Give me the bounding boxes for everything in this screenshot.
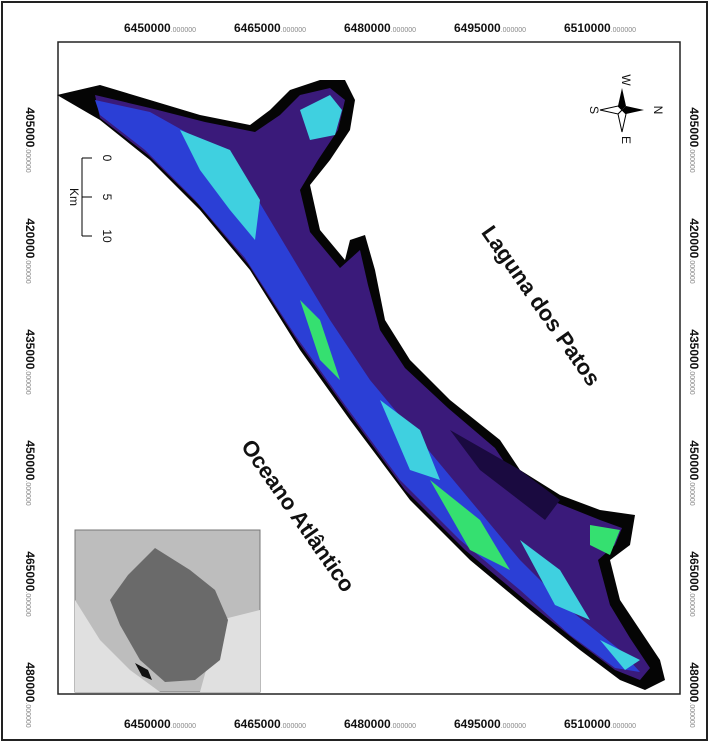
scale-unit: Km [67,188,81,206]
compass-north: N [651,106,665,115]
coordinate-label: 420000.000000 [687,218,701,283]
coordinate-label: 6465000.000000 [234,717,306,731]
coordinate-label: 6450000.000000 [124,717,196,731]
coordinate-suffix: 000000 [688,260,695,283]
coordinate-suffix: 000000 [503,723,526,730]
coordinate-label: 420000.000000 [23,218,37,283]
coordinate-value: 420000 [23,218,37,258]
coordinate-value: 405000 [23,107,37,147]
compass-east: E [619,136,633,144]
coordinate-value: 6510000 [564,717,611,731]
coordinate-label: 450000.000000 [23,440,37,505]
coordinate-value: 6465000 [234,21,281,35]
coordinate-suffix: 000000 [688,593,695,616]
coordinate-value: 450000 [23,440,37,480]
coordinate-value: 435000 [23,329,37,369]
coordinate-label: 6495000.000000 [454,717,526,731]
coordinate-label: 450000.000000 [687,440,701,505]
coordinate-suffix: 000000 [24,260,31,283]
coordinate-suffix: 000000 [503,27,526,34]
coordinate-suffix: 000000 [613,27,636,34]
scale-tick-label: 5 [100,194,114,201]
coordinate-label: 480000.000000 [687,662,701,727]
coordinate-value: 420000 [687,218,701,258]
coordinate-suffix: 000000 [24,482,31,505]
coordinate-label: 435000.000000 [23,329,37,394]
coordinate-value: 405000 [687,107,701,147]
coordinate-label: 405000.000000 [23,107,37,172]
coordinate-suffix: 000000 [173,723,196,730]
coordinate-suffix: 000000 [688,149,695,172]
coordinate-value: 6480000 [344,717,391,731]
compass-south: S [587,106,601,114]
coordinate-value: 6510000 [564,21,611,35]
coordinate-value: 480000 [687,662,701,702]
coordinate-label: 435000.000000 [687,329,701,394]
coordinate-value: 6450000 [124,717,171,731]
coordinate-value: 6495000 [454,717,501,731]
map: W N S E Km 0510 Laguna dos Patos Oceano … [0,0,709,742]
coordinate-suffix: 000000 [173,27,196,34]
coordinate-value: 465000 [23,551,37,591]
coordinate-label: 6480000.000000 [344,21,416,35]
coordinate-suffix: 000000 [393,723,416,730]
coordinate-value: 450000 [687,440,701,480]
coordinate-value: 6450000 [124,21,171,35]
coordinate-value: 6495000 [454,21,501,35]
coordinate-suffix: 000000 [24,593,31,616]
coordinate-suffix: 000000 [283,27,306,34]
coordinate-suffix: 000000 [393,27,416,34]
coordinate-label: 465000.000000 [23,551,37,616]
coordinate-suffix: 000000 [283,723,306,730]
coordinate-label: 6480000.000000 [344,717,416,731]
coordinate-label: 480000.000000 [23,662,37,727]
coordinate-label: 6450000.000000 [124,21,196,35]
scale-tick-label: 0 [100,155,114,162]
coordinate-suffix: 000000 [24,704,31,727]
coordinate-value: 465000 [687,551,701,591]
coordinate-suffix: 000000 [688,704,695,727]
coordinate-label: 405000.000000 [687,107,701,172]
coordinate-suffix: 000000 [613,723,636,730]
coordinate-label: 6510000.000000 [564,21,636,35]
coordinate-value: 435000 [687,329,701,369]
coordinate-label: 465000.000000 [687,551,701,616]
coordinate-suffix: 000000 [688,482,695,505]
coordinate-label: 6465000.000000 [234,21,306,35]
scale-tick-label: 10 [100,229,114,243]
coordinate-label: 6510000.000000 [564,717,636,731]
coordinate-value: 480000 [23,662,37,702]
coordinate-suffix: 000000 [24,149,31,172]
coordinate-suffix: 000000 [24,371,31,394]
coordinate-value: 6465000 [234,717,281,731]
inset-map [75,530,260,692]
compass-west: W [619,74,633,86]
coordinate-label: 6495000.000000 [454,21,526,35]
coordinate-suffix: 000000 [688,371,695,394]
coordinate-value: 6480000 [344,21,391,35]
